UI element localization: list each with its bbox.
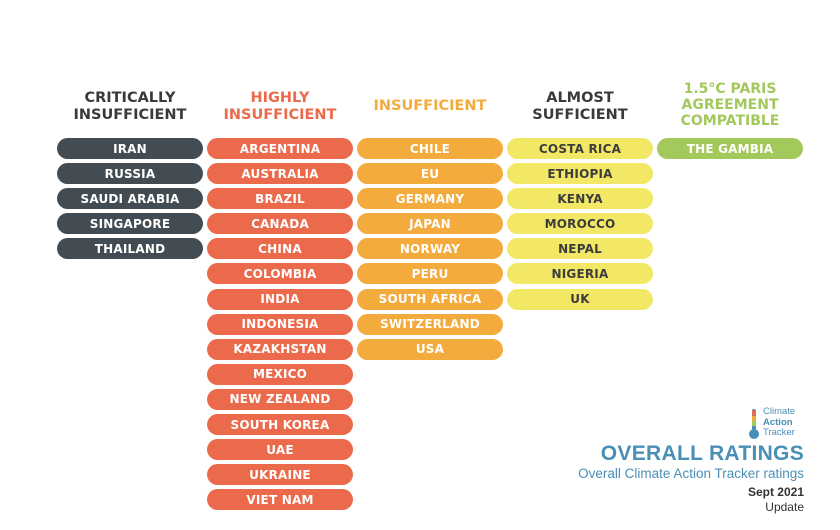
country-pill: SINGAPORE bbox=[57, 213, 203, 235]
thermometer-icon bbox=[749, 409, 759, 439]
country-pill: NEW ZEALAND bbox=[207, 388, 353, 410]
country-pill: SOUTH KOREA bbox=[207, 414, 353, 436]
country-list: COSTA RICA ETHIOPIA KENYA MOROCCO NEPAL … bbox=[507, 138, 653, 314]
country-pill: CHINA bbox=[207, 238, 353, 260]
update-date: Sept 2021 bbox=[747, 485, 804, 499]
country-list: CHILE EU GERMANY JAPAN NORWAY PERU SOUTH… bbox=[357, 138, 503, 364]
country-pill: COLOMBIA bbox=[207, 263, 353, 285]
country-pill: USA bbox=[357, 338, 503, 360]
country-pill: SAUDI ARABIA bbox=[57, 188, 203, 210]
update-label: Update bbox=[765, 500, 804, 514]
heading-highly-insufficient: HIGHLY INSUFFICIENT bbox=[223, 90, 337, 123]
country-pill: UKRAINE bbox=[207, 464, 353, 486]
country-pill: BRAZIL bbox=[207, 188, 353, 210]
heading-paris-compatible: 1.5°C PARIS AGREEMENT COMPATIBLE bbox=[680, 81, 780, 129]
country-pill: MEXICO bbox=[207, 363, 353, 385]
country-pill: AUSTRALIA bbox=[207, 163, 353, 185]
country-pill: THE GAMBIA bbox=[657, 138, 803, 159]
country-list: ARGENTINA AUSTRALIA BRAZIL CANADA CHINA … bbox=[207, 138, 353, 514]
logo-line-2: Action bbox=[763, 416, 793, 428]
country-pill: KENYA bbox=[507, 188, 653, 210]
country-pill: EU bbox=[357, 163, 503, 185]
country-list: IRAN RUSSIA SAUDI ARABIA SINGAPORE THAIL… bbox=[57, 138, 203, 263]
country-pill: THAILAND bbox=[57, 238, 203, 260]
country-pill: KAZAKHSTAN bbox=[207, 338, 353, 360]
country-pill: CHILE bbox=[357, 138, 503, 159]
climate-action-tracker-logo: Climate Action Tracker bbox=[744, 405, 814, 441]
country-pill: SOUTH AFRICA bbox=[357, 288, 503, 310]
country-pill: NIGERIA bbox=[507, 263, 653, 285]
country-pill: INDONESIA bbox=[207, 313, 353, 335]
country-list: THE GAMBIA bbox=[657, 138, 803, 163]
page-title: OVERALL RATINGS bbox=[600, 442, 804, 465]
country-pill: GERMANY bbox=[357, 188, 503, 210]
country-pill: ETHIOPIA bbox=[507, 163, 653, 185]
country-pill: SWITZERLAND bbox=[357, 313, 503, 335]
country-pill: COSTA RICA bbox=[507, 138, 653, 159]
country-pill: UAE bbox=[207, 439, 353, 461]
country-pill: UK bbox=[507, 288, 653, 310]
page-subtitle: Overall Climate Action Tracker ratings bbox=[578, 466, 804, 481]
country-pill: VIET NAM bbox=[207, 489, 353, 511]
country-pill: NORWAY bbox=[357, 238, 503, 260]
country-pill: MOROCCO bbox=[507, 213, 653, 235]
country-pill: NEPAL bbox=[507, 238, 653, 260]
logo-wordmark: Climate Action Tracker bbox=[763, 406, 796, 439]
country-pill: CANADA bbox=[207, 213, 353, 235]
logo-line-1: Climate bbox=[763, 406, 796, 417]
country-pill: JAPAN bbox=[357, 213, 503, 235]
logo-line-3: Tracker bbox=[763, 427, 795, 438]
heading-almost-sufficient: ALMOST SUFFICIENT bbox=[532, 90, 628, 123]
country-pill: PERU bbox=[357, 263, 503, 285]
country-pill: INDIA bbox=[207, 288, 353, 310]
heading-insufficient: INSUFFICIENT bbox=[373, 98, 487, 114]
country-pill: IRAN bbox=[57, 138, 203, 159]
heading-critically-insufficient: CRITICALLY INSUFFICIENT bbox=[73, 90, 187, 123]
country-pill: RUSSIA bbox=[57, 163, 203, 185]
country-pill: ARGENTINA bbox=[207, 138, 353, 159]
